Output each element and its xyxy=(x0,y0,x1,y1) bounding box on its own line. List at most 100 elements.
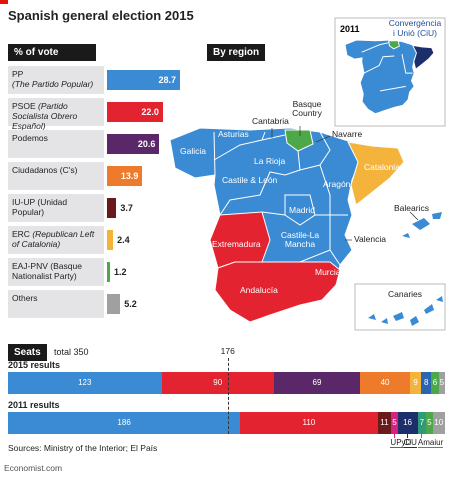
seat-label: 7 xyxy=(419,418,425,427)
seat-label: 69 xyxy=(312,378,322,387)
map: 2011 Convergència i Unió (CiU) xyxy=(169,17,446,331)
seat-segment xyxy=(161,372,274,394)
bar xyxy=(107,262,111,282)
region-basque xyxy=(284,129,314,152)
seat-segment xyxy=(397,412,418,434)
party-name: IU-UP xyxy=(12,197,35,207)
region-label: Castile-La Mancha xyxy=(280,230,320,249)
party-note: (Unidad Popular) xyxy=(12,197,68,217)
sources: Sources: Ministry of the Interior; El Pa… xyxy=(8,443,158,453)
row-label: 2015 results xyxy=(8,360,61,370)
seat-label: 40 xyxy=(380,378,390,387)
seat-segment xyxy=(426,412,433,434)
value-label: 28.7 xyxy=(158,75,176,85)
region-andalucia xyxy=(214,261,341,323)
party-note: (Republican Left of Catalonia) xyxy=(12,229,95,249)
region-label: Navarre xyxy=(332,129,363,139)
value-label: 22.0 xyxy=(141,107,159,117)
canaries xyxy=(368,296,443,326)
footer: Economist.com xyxy=(4,463,63,473)
note-tick xyxy=(393,434,395,438)
seat-segment xyxy=(8,372,162,394)
bar xyxy=(107,166,143,186)
region-label: Balearics xyxy=(394,203,429,213)
party-label: ERC (Republican Left of Catalonia) xyxy=(8,226,104,254)
value-label: 5.2 xyxy=(124,299,137,309)
seat-segment xyxy=(417,412,427,434)
seat-label: 5 xyxy=(392,418,397,427)
vote-header: % of vote xyxy=(8,44,96,61)
party-label: IU-UP (Unidad Popular) xyxy=(8,194,104,222)
bar xyxy=(107,134,160,154)
value-label: 13.9 xyxy=(120,171,139,181)
party-name: Others xyxy=(12,293,38,303)
seat-label: 186 xyxy=(117,418,131,427)
party-label: Podemos xyxy=(8,130,104,158)
seat-segment xyxy=(432,412,445,434)
note-label: Amaiur xyxy=(417,438,444,448)
seat-label: 5 xyxy=(427,418,432,427)
seat-label: 6 xyxy=(432,378,438,387)
party-name: ERC xyxy=(12,229,30,239)
party-note: (Basque Nationalist Party) xyxy=(12,261,82,281)
bar xyxy=(107,70,180,90)
party-note: (Partido Socialista Obrero Español) xyxy=(12,101,78,131)
title: Spanish general election 2015 xyxy=(8,8,194,23)
majority-line xyxy=(227,358,229,434)
region-label: Catalonia xyxy=(364,162,400,172)
seats-subtitle: total 350 xyxy=(54,347,89,357)
region-label: Extremadura xyxy=(212,239,261,249)
region-label: Canaries xyxy=(388,289,423,299)
seat-segment xyxy=(273,372,361,394)
leader-lines xyxy=(271,126,419,241)
seat-label: 9 xyxy=(413,378,418,387)
row-label: 2011 results xyxy=(8,400,60,410)
region-label: Valencia xyxy=(354,234,386,244)
party-label: PSOE (Partido Socialista Obrero Español) xyxy=(8,98,104,131)
seat-segment xyxy=(8,412,241,434)
party-label: Ciudadanos (C's) xyxy=(8,162,104,190)
seat-label: 5 xyxy=(439,378,445,387)
party-name: EAJ-PNV xyxy=(12,261,48,271)
party-name: PP xyxy=(12,69,24,79)
region-label: Andalucía xyxy=(240,285,278,295)
party-note: (C's) xyxy=(59,165,78,175)
majority-label: 176 xyxy=(220,346,235,356)
seat-segment xyxy=(240,412,378,434)
party-label: Others xyxy=(8,290,104,318)
note-tick xyxy=(407,434,409,438)
value-label: 1.2 xyxy=(114,267,127,277)
seat-label: 110 xyxy=(302,418,316,427)
region-label: Basque Country xyxy=(292,99,322,118)
seat-segment xyxy=(377,412,392,434)
inset-map xyxy=(344,39,435,115)
inset-label: i Unió (CiU) xyxy=(393,28,437,38)
region-label: Castile & León xyxy=(222,175,278,185)
region-borders xyxy=(213,131,348,266)
note-label: UPyD xyxy=(390,438,412,448)
region-catalonia xyxy=(347,141,405,206)
party-note: (The Partido Popular) xyxy=(12,79,94,89)
seat-segment xyxy=(391,412,398,434)
region-label: Murcia xyxy=(315,267,341,277)
inset-label: Convergència xyxy=(389,18,442,28)
note-label: CiU xyxy=(403,438,417,448)
seat-label: 123 xyxy=(78,378,92,387)
inset-title: 2011 xyxy=(340,24,360,34)
seat-segment xyxy=(421,372,432,394)
region-label: Aragón xyxy=(323,179,351,189)
bar xyxy=(107,198,117,218)
seat-label: 10 xyxy=(434,418,444,427)
region-label: Asturias xyxy=(218,129,249,139)
region-label: Madrid xyxy=(289,205,315,215)
seat-label: 16 xyxy=(403,418,412,427)
bar xyxy=(107,230,114,250)
value-label: 2.4 xyxy=(117,235,130,245)
seat-segment xyxy=(438,372,445,394)
brand-tag xyxy=(0,0,8,4)
seat-label: 11 xyxy=(380,418,389,427)
note-tick xyxy=(421,434,423,438)
party-label: PP (The Partido Popular) xyxy=(8,66,104,94)
seats-header: Seats xyxy=(8,344,47,361)
